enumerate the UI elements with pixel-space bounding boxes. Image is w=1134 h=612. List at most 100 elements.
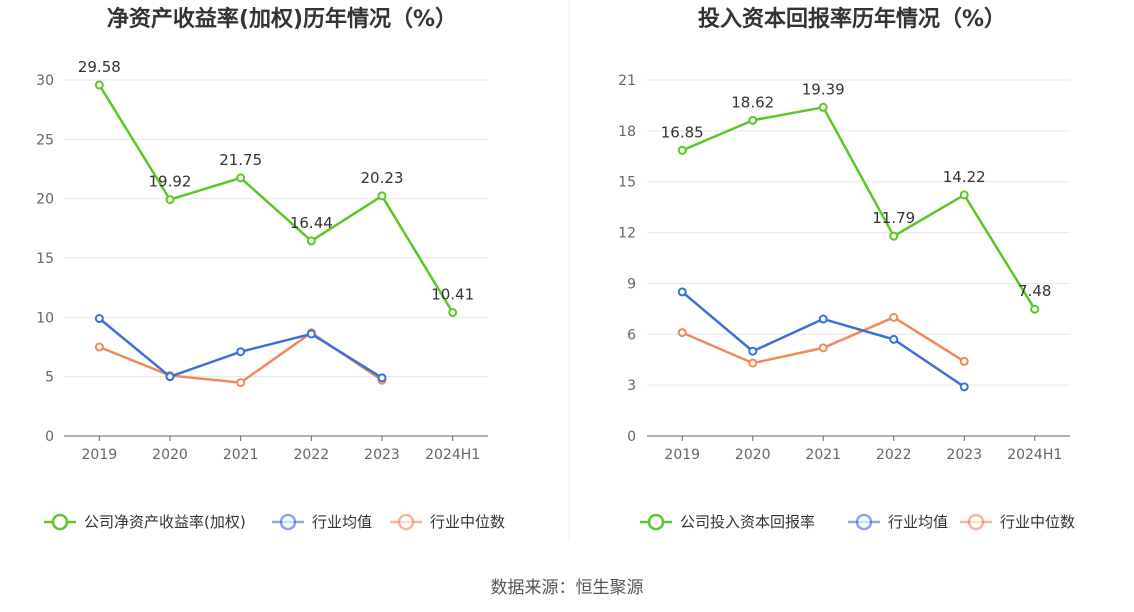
data-point [818, 102, 828, 112]
legend-item: 行业中位数 [390, 513, 505, 531]
x-tick-label: 2023 [364, 447, 400, 463]
legend-circle-icon [51, 513, 69, 531]
data-label: 16.85 [661, 123, 704, 141]
data-point [748, 115, 758, 125]
legend-label: 行业中位数 [430, 513, 505, 531]
x-tick-label: 2020 [735, 447, 771, 463]
legend-label: 公司净资产收益率(加权) [84, 513, 246, 531]
legend-circle-icon [397, 513, 415, 531]
data-label: 7.48 [1018, 282, 1051, 300]
data-label: 11.79 [872, 209, 915, 227]
x-tick-label: 2022 [876, 447, 912, 463]
data-point [959, 382, 969, 392]
y-tick-label: 30 [36, 73, 54, 89]
chart-title: 投入资本回报率历年情况（%） [698, 6, 1006, 32]
data-point [677, 328, 687, 338]
legend-item: 公司净资产收益率(加权) [44, 513, 246, 531]
series-line [98, 331, 383, 384]
data-point [165, 195, 175, 205]
y-tick-label: 12 [618, 226, 636, 242]
legend-item: 公司投入资本回报率 [640, 513, 815, 531]
data-label: 14.22 [943, 168, 986, 186]
legend-circle-icon [855, 513, 873, 531]
y-tick-label: 3 [627, 378, 636, 394]
legend-circle-icon [279, 513, 297, 531]
data-point [748, 358, 758, 368]
series-2 [94, 314, 387, 383]
data-point [677, 287, 687, 297]
y-tick-label: 6 [627, 327, 636, 343]
y-tick-label: 25 [36, 132, 54, 148]
y-tick-label: 10 [36, 310, 54, 326]
y-tick-label: 0 [627, 429, 636, 445]
data-point [306, 329, 316, 339]
data-point [448, 307, 458, 317]
series-line [681, 290, 965, 388]
y-tick-label: 15 [36, 251, 54, 267]
data-point [1030, 304, 1040, 314]
data-point [889, 334, 899, 344]
data-point [236, 378, 246, 388]
series-line [681, 316, 965, 365]
legend-circle-icon [967, 513, 985, 531]
x-tick-label: 2021 [805, 447, 841, 463]
x-tick-label: 2024H1 [1007, 447, 1062, 463]
legend-label: 行业中位数 [1000, 513, 1075, 531]
data-point [889, 231, 899, 241]
x-tick-label: 2023 [946, 447, 982, 463]
data-point [236, 347, 246, 357]
data-label: 18.62 [731, 93, 774, 111]
chart-1: 净资产收益率(加权)历年情况（%） 0 5 10 15 20 25 30 2019 2020 202… [36, 6, 505, 531]
x-tick-label: 2021 [223, 447, 259, 463]
x-tick-label: 2022 [294, 447, 330, 463]
y-tick-label: 20 [36, 192, 54, 208]
data-point [677, 145, 687, 155]
x-tick-label: 2019 [664, 447, 700, 463]
x-tick-label: 2020 [152, 447, 188, 463]
series-3 [94, 328, 387, 388]
data-label: 21.75 [219, 151, 262, 169]
x-tick-label: 2019 [82, 447, 118, 463]
legend-item: 行业均值 [272, 513, 372, 531]
data-point [165, 372, 175, 382]
legend-label: 公司投入资本回报率 [680, 513, 815, 531]
x-tick-label: 2024H1 [425, 447, 480, 463]
data-point [818, 343, 828, 353]
legend-circle-icon [647, 513, 665, 531]
data-point [377, 191, 387, 201]
data-label: 29.58 [78, 58, 121, 76]
data-point [94, 314, 104, 324]
legend-item: 行业均值 [848, 513, 948, 531]
data-label: 19.39 [802, 80, 845, 98]
data-point [94, 342, 104, 352]
series-line [681, 106, 1036, 310]
legend-label: 行业均值 [888, 513, 948, 531]
data-point [748, 346, 758, 356]
data-label: 19.92 [149, 173, 192, 191]
data-point [959, 190, 969, 200]
chart-2: 投入资本回报率历年情况（%） 0 3 6 9 12 15 18 21 2019 2020 2021 20… [618, 6, 1075, 531]
data-label: 10.41 [431, 285, 474, 303]
y-tick-label: 21 [618, 73, 636, 89]
series-2 [677, 287, 969, 392]
y-tick-label: 15 [618, 175, 636, 191]
series-1: 29.58 19.92 21.75 16.44 20.23 10.41 [78, 58, 474, 317]
data-point [306, 236, 316, 246]
y-tick-label: 9 [627, 276, 636, 292]
data-point [818, 314, 828, 324]
data-point [94, 80, 104, 90]
data-point [236, 173, 246, 183]
chart-title: 净资产收益率(加权)历年情况（%） [107, 6, 457, 32]
data-point [889, 312, 899, 322]
y-tick-label: 0 [45, 429, 54, 445]
series-3 [677, 312, 969, 368]
legend-label: 行业均值 [312, 513, 372, 531]
series-line [98, 84, 454, 314]
data-label: 20.23 [361, 169, 404, 187]
series-1: 16.85 18.62 19.39 11.79 14.22 7.48 [661, 80, 1051, 314]
data-label: 16.44 [290, 214, 333, 232]
data-point [959, 356, 969, 366]
y-tick-label: 18 [618, 124, 636, 140]
